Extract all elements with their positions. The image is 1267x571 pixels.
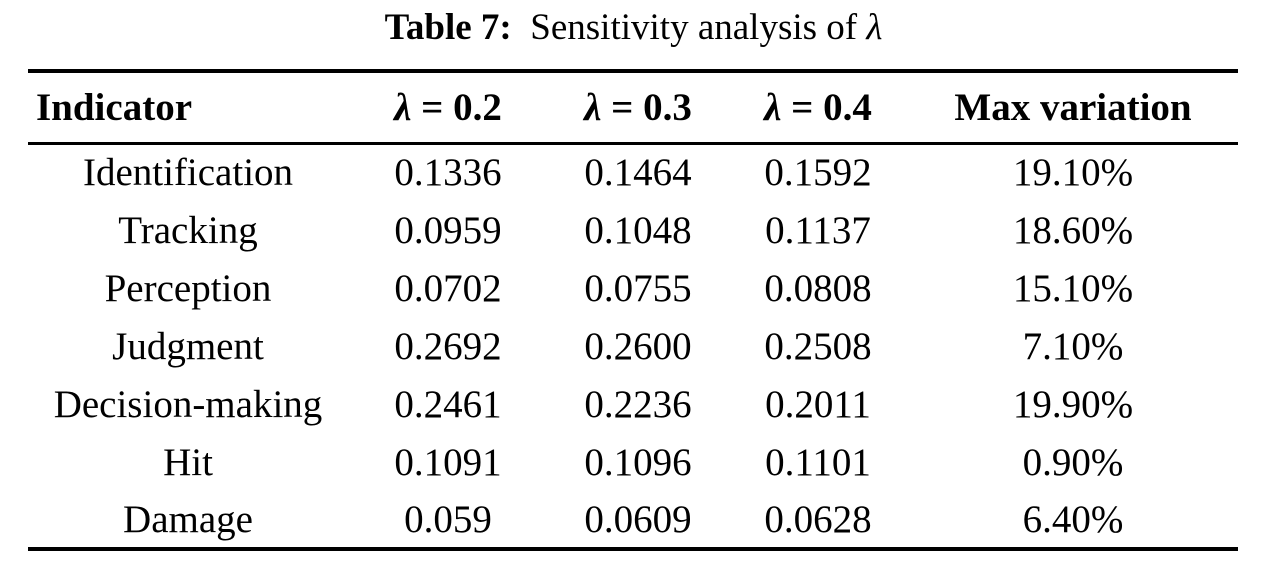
lambda-value: = 0.3 [601,85,692,129]
cell-lambda-0.4: 0.0808 [764,266,872,310]
caption-text: Sensitivity analysis of [530,7,867,48]
header-lambda-0.3: λ = 0.3 [548,71,728,145]
cell-max-variation: 15.10% [1012,266,1134,310]
table-caption: Table 7: Sensitivity analysis of λ [0,0,1267,69]
cell-lambda-0.3: 0.0609 [584,497,692,541]
cell-max-variation: 18.60% [1012,208,1134,252]
table-row: Identification 0.1336 0.1464 0.1592 19.1… [28,143,1238,201]
cell-lambda-0.2: 0.1336 [394,151,502,195]
cell-max-variation: 19.90% [1012,382,1134,426]
lambda-value: = 0.4 [781,85,872,129]
sensitivity-table: Indicator λ = 0.2 λ = 0.3 λ = 0.4 Max va… [28,69,1238,551]
cell-max-variation: 0.90% [1022,440,1124,484]
cell-max-variation: 19.10% [1012,151,1134,195]
cell-lambda-0.2: 0.2692 [394,324,502,368]
cell-max-variation: 7.10% [1022,324,1124,368]
lambda-symbol: λ [584,85,602,129]
cell-lambda-0.2: 0.1091 [394,440,502,484]
cell-indicator: Decision-making [53,382,323,426]
lambda-symbol: λ [394,85,412,129]
cell-lambda-0.3: 0.1048 [584,208,692,252]
table-row: Tracking 0.0959 0.1048 0.1137 18.60% [28,201,1238,259]
cell-indicator: Hit [163,440,213,484]
table-row: Judgment 0.2692 0.2600 0.2508 7.10% [28,317,1238,375]
table-header: Indicator λ = 0.2 λ = 0.3 λ = 0.4 Max va… [28,71,1238,145]
lambda-value: = 0.2 [411,85,502,129]
cell-lambda-0.4: 0.1592 [764,151,872,195]
header-row: Indicator λ = 0.2 λ = 0.3 λ = 0.4 Max va… [28,71,1238,145]
cell-lambda-0.2: 0.0702 [394,266,502,310]
cell-indicator: Damage [123,497,253,541]
cell-lambda-0.3: 0.0755 [584,266,692,310]
header-max-variation: Max variation [908,71,1238,145]
cell-lambda-0.4: 0.1137 [765,208,871,252]
cell-indicator: Identification [82,151,294,195]
cell-lambda-0.2: 0.2461 [394,382,502,426]
cell-lambda-0.3: 0.1096 [584,440,692,484]
cell-lambda-0.3: 0.1464 [584,151,692,195]
cell-lambda-0.4: 0.2508 [764,324,872,368]
lambda-symbol: λ [764,85,782,129]
table-row: Decision-making 0.2461 0.2236 0.2011 19.… [28,375,1238,433]
header-lambda-0.4: λ = 0.4 [728,71,908,145]
table-row: Damage 0.059 0.0609 0.0628 6.40% [28,491,1238,549]
cell-lambda-0.4: 0.2011 [765,382,871,426]
cell-max-variation: 6.40% [1022,497,1124,541]
cell-indicator: Judgment [112,324,264,368]
table-body: Identification 0.1336 0.1464 0.1592 19.1… [28,143,1238,549]
cell-lambda-0.3: 0.2600 [584,324,692,368]
table-row: Hit 0.1091 0.1096 0.1101 0.90% [28,433,1238,491]
cell-lambda-0.2: 0.059 [404,497,492,541]
caption-gap [512,6,531,50]
cell-indicator: Perception [104,266,272,310]
cell-lambda-0.4: 0.0628 [764,497,872,541]
cell-lambda-0.4: 0.1101 [765,440,871,484]
cell-lambda-0.3: 0.2236 [584,382,692,426]
caption-number-label: Table 7: [384,7,512,48]
caption-lambda-symbol: λ [866,7,883,48]
cell-lambda-0.2: 0.0959 [394,208,502,252]
cell-indicator: Tracking [118,208,258,252]
header-lambda-0.2: λ = 0.2 [348,71,548,145]
table-row: Perception 0.0702 0.0755 0.0808 15.10% [28,259,1238,317]
header-indicator: Indicator [28,71,348,145]
